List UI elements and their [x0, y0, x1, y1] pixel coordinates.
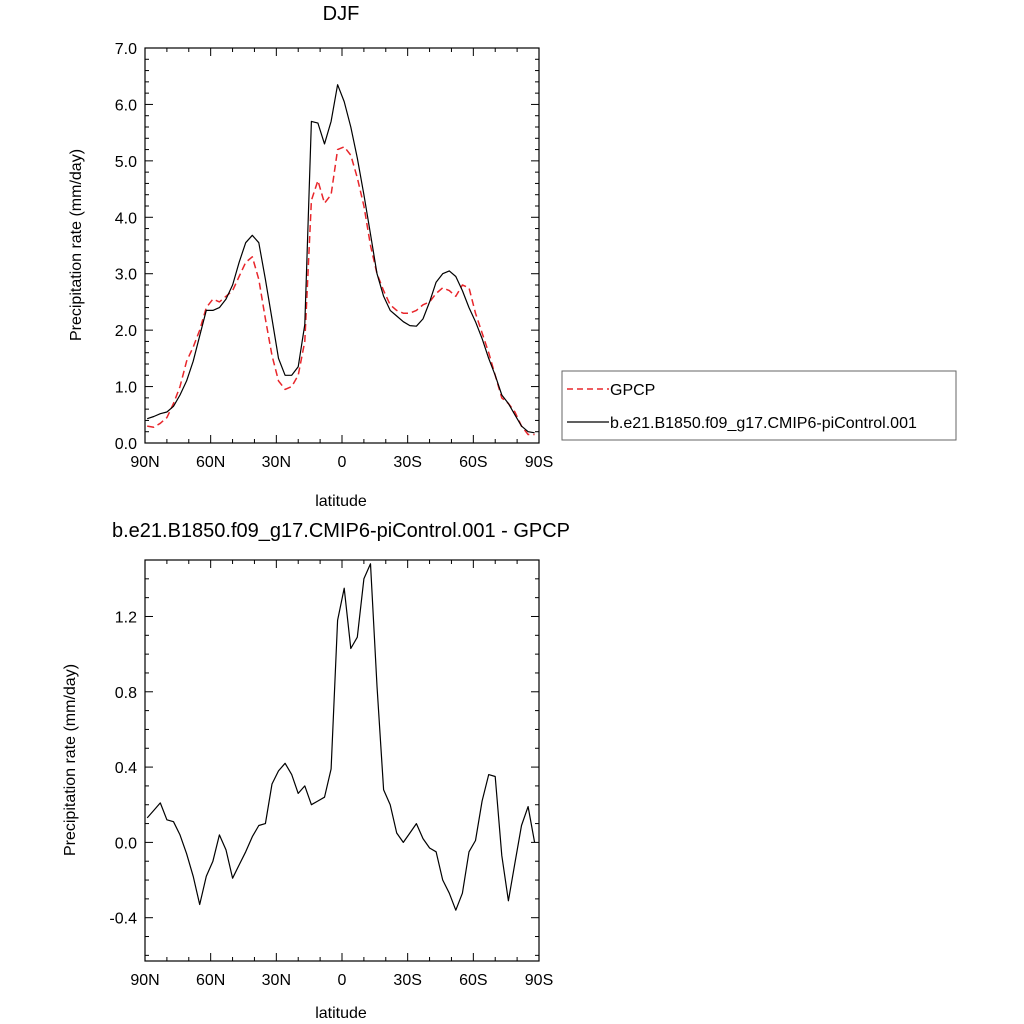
y-axis-label: Precipitation rate (mm/day) — [62, 664, 79, 856]
x-tick-label: 30N — [262, 972, 291, 989]
difference-chart: b.e21.B1850.f09_g17.CMIP6-piControl.001 … — [62, 520, 570, 1022]
y-tick-label: 1.0 — [115, 380, 137, 397]
x-tick-label: 30N — [262, 454, 291, 471]
y-tick-label: 1.2 — [115, 609, 137, 626]
x-axis-label: latitude — [315, 1005, 367, 1022]
y-tick-label: 6.0 — [115, 97, 137, 114]
djf-chart: DJF 90N 60N 30N 0 30S 60S 90S 0.0 1.0 2.0 3.0 4.0 5.… — [68, 3, 957, 510]
x-tick-label: 90N — [130, 972, 159, 989]
x-tick-label: 60N — [196, 972, 225, 989]
x-tick-label: 0 — [338, 972, 347, 989]
legend-label-model: b.e21.B1850.f09_g17.CMIP6-piControl.001 — [610, 415, 917, 432]
x-tick-label: 90N — [130, 454, 159, 471]
y-tick-label: 2.0 — [115, 323, 137, 340]
plot-frame — [144, 559, 540, 962]
x-tick-label: 0 — [338, 454, 347, 471]
y-tick-label: 7.0 — [115, 41, 137, 58]
y-tick-label: 3.0 — [115, 267, 137, 284]
y-tick-label: 5.0 — [115, 154, 137, 171]
axis-ticks: 90N 60N 30N 0 30S 60S 90S 0.0 1.0 2.0 3.0 4.0 5.0 6.0… — [115, 41, 553, 471]
series-lines — [147, 84, 535, 436]
y-tick-label: 0.4 — [115, 760, 137, 777]
x-axis-label: latitude — [315, 493, 367, 510]
legend: GPCP b.e21.B1850.f09_g17.CMIP6-piControl… — [561, 370, 957, 441]
series-line-gpcp — [147, 146, 535, 436]
x-tick-label: 60S — [459, 454, 487, 471]
y-tick-label: 0.8 — [115, 685, 137, 702]
y-tick-label: 0.0 — [115, 835, 137, 852]
axis-ticks: 90N 60N 30N 0 30S 60S 90S -0.4 0.0 0.4 0.8 1.2 — [109, 559, 553, 989]
x-tick-label: 90S — [525, 972, 553, 989]
x-tick-label: 30S — [393, 972, 421, 989]
legend-box — [561, 370, 957, 441]
series-line-difference — [146, 563, 536, 911]
y-tick-label: 4.0 — [115, 210, 137, 227]
y-tick-label: -0.4 — [109, 911, 137, 928]
legend-label-gpcp: GPCP — [610, 382, 655, 399]
chart-title: DJF — [323, 3, 360, 25]
chart-title: b.e21.B1850.f09_g17.CMIP6-piControl.001 … — [112, 520, 570, 542]
x-tick-label: 30S — [393, 454, 421, 471]
series-line-b-e21-b1850-f09-g17-cmip6-picontrol-001 — [147, 84, 535, 434]
series-lines — [146, 563, 536, 911]
y-axis-label: Precipitation rate (mm/day) — [68, 149, 85, 341]
plot-frame — [144, 47, 540, 444]
x-tick-label: 90S — [525, 454, 553, 471]
x-tick-label: 60S — [459, 972, 487, 989]
y-tick-label: 0.0 — [115, 436, 137, 453]
x-tick-label: 60N — [196, 454, 225, 471]
